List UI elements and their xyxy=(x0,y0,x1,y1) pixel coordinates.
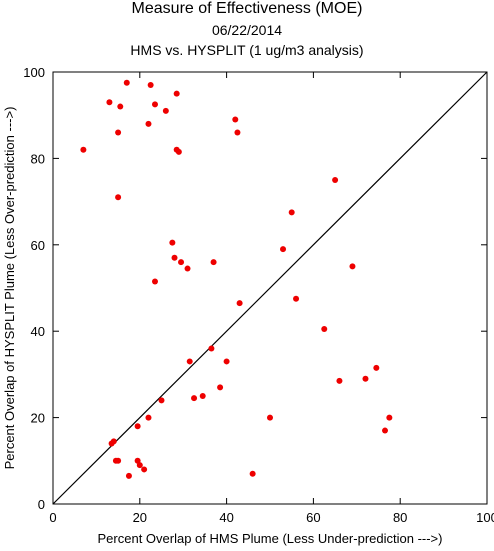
data-point xyxy=(210,259,217,266)
data-point xyxy=(173,90,180,97)
data-point xyxy=(232,116,239,123)
data-point xyxy=(336,377,343,384)
data-point xyxy=(249,470,256,477)
data-point xyxy=(386,414,393,421)
data-point xyxy=(115,457,122,464)
data-point xyxy=(171,254,178,261)
data-point xyxy=(321,326,328,333)
chart-title: Measure of Effectiveness (MOE) xyxy=(131,0,363,17)
data-point xyxy=(217,384,224,391)
data-point xyxy=(199,393,206,399)
data-point xyxy=(169,239,176,246)
data-points xyxy=(80,79,393,479)
y-tick-label: 100 xyxy=(23,65,45,80)
data-point xyxy=(141,466,148,473)
data-point xyxy=(151,278,158,285)
x-tick-label: 0 xyxy=(49,510,56,525)
data-point xyxy=(362,375,369,382)
data-point xyxy=(280,246,287,253)
x-tick-label: 60 xyxy=(306,510,320,525)
y-tick-label: 40 xyxy=(31,324,45,339)
data-point xyxy=(80,146,87,153)
data-point xyxy=(145,414,152,421)
x-tick-label: 40 xyxy=(219,510,233,525)
data-point xyxy=(117,103,124,110)
x-tick-label: 80 xyxy=(393,510,407,525)
data-point xyxy=(115,194,122,201)
chart-date: 06/22/2014 xyxy=(211,22,283,38)
data-point xyxy=(288,209,295,216)
data-point xyxy=(125,472,132,479)
data-point xyxy=(267,414,273,421)
data-point xyxy=(191,395,198,402)
data-point xyxy=(175,148,182,155)
data-point xyxy=(145,120,152,127)
y-tick-label: 80 xyxy=(31,151,45,166)
y-tick-label: 0 xyxy=(38,497,45,512)
plot-frame xyxy=(52,71,488,505)
data-point xyxy=(134,423,141,430)
y-tick-label: 60 xyxy=(31,238,45,253)
y-axis-ticks: 0 20 40 60 80 100 xyxy=(23,65,487,512)
chart-subtitle: HMS vs. HYSPLIT (1 ug/m3 analysis) xyxy=(130,42,364,58)
diagonal-line xyxy=(52,71,488,505)
x-axis-label: Percent Overlap of HMS Plume (Less Under… xyxy=(98,531,443,546)
y-tick-label: 20 xyxy=(31,411,45,426)
data-point xyxy=(151,101,158,108)
data-point xyxy=(373,364,380,371)
data-point xyxy=(382,427,389,434)
data-point xyxy=(349,263,356,270)
data-point xyxy=(293,295,300,302)
data-point xyxy=(223,358,230,365)
x-axis-ticks: 0 20 40 60 80 100 xyxy=(49,72,494,525)
data-point xyxy=(178,259,185,266)
data-point xyxy=(234,129,241,136)
data-point xyxy=(158,397,165,404)
x-tick-label: 20 xyxy=(133,510,147,525)
data-point xyxy=(110,438,117,445)
data-point xyxy=(184,265,191,272)
data-point xyxy=(123,79,130,86)
data-point xyxy=(186,358,193,365)
y-axis-label: Percent Overlap of HYSPLIT Plume (Less O… xyxy=(2,107,17,470)
data-point xyxy=(162,107,169,114)
data-point xyxy=(115,129,122,136)
x-tick-label: 100 xyxy=(476,510,494,525)
data-point xyxy=(147,81,154,88)
data-point xyxy=(208,345,215,352)
data-point xyxy=(106,99,113,106)
data-point xyxy=(236,300,243,307)
data-point xyxy=(136,462,143,469)
data-point xyxy=(332,177,339,183)
